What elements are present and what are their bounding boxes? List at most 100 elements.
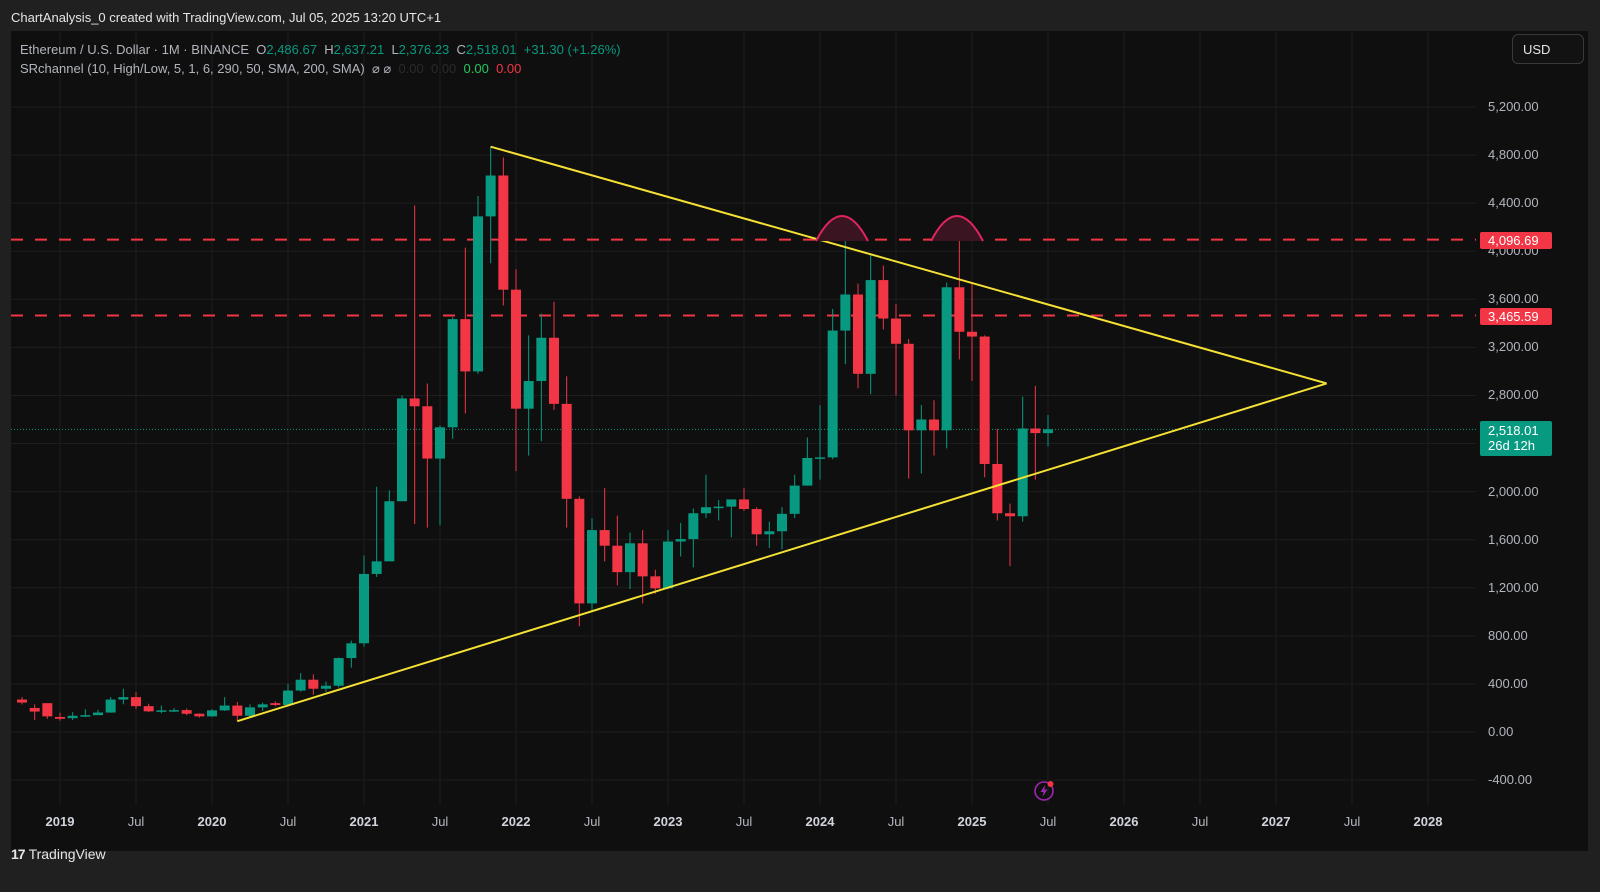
lightning-alert-icon[interactable]	[1033, 780, 1055, 802]
bar-countdown: 26d 12h	[1488, 438, 1535, 453]
candle	[346, 643, 357, 659]
price-tick: 3,600.00	[1488, 291, 1539, 307]
candle	[967, 331, 977, 337]
candle	[916, 419, 927, 431]
candle	[941, 287, 952, 431]
price-tick: 800.00	[1488, 627, 1528, 643]
candle	[954, 287, 965, 332]
candle	[549, 337, 559, 404]
high-label: H	[324, 42, 334, 57]
candle	[853, 294, 863, 374]
candle	[397, 398, 407, 502]
low-value: 2,376.23	[398, 42, 450, 57]
candle	[561, 403, 572, 499]
candle	[929, 419, 939, 431]
symbol-title[interactable]: Ethereum / U.S. Dollar · 1M · BINANCE	[20, 42, 249, 57]
candle	[29, 707, 40, 712]
candle	[447, 319, 458, 428]
candle	[625, 543, 635, 573]
time-tick: 2020	[197, 814, 227, 829]
candle	[802, 457, 813, 486]
candle	[143, 706, 154, 712]
low-label: L	[391, 42, 399, 57]
time-tick: 2022	[501, 814, 531, 829]
plot-area[interactable]	[11, 31, 1476, 805]
candle	[1017, 428, 1028, 517]
candle	[751, 509, 762, 535]
chart-legend: Ethereum / U.S. Dollar · 1M · BINANCE O2…	[20, 40, 621, 78]
candle	[789, 485, 800, 514]
candle	[295, 679, 306, 691]
candle	[283, 690, 293, 705]
ohlc-row: Ethereum / U.S. Dollar · 1M · BINANCE O2…	[20, 40, 621, 59]
candle	[308, 679, 319, 689]
time-tick: 2027	[1261, 814, 1291, 829]
candle	[118, 697, 129, 700]
time-tick: Jul	[127, 814, 145, 829]
candle	[194, 713, 205, 717]
indicator-value-4: 0.00	[496, 61, 522, 76]
candle	[485, 175, 496, 217]
candle	[865, 280, 876, 374]
candle	[979, 336, 990, 464]
candle	[523, 381, 534, 409]
candle	[599, 530, 610, 546]
last-price-badge: 2,518.01 26d 12h	[1480, 421, 1552, 456]
time-tick: 2023	[653, 814, 683, 829]
price-tick: 3,200.00	[1488, 339, 1539, 355]
price-tick: 400.00	[1488, 675, 1528, 691]
time-tick: 2024	[805, 814, 835, 829]
indicator-value-1: 0.00	[398, 61, 424, 76]
trendline	[237, 382, 1327, 723]
time-tick: Jul	[431, 814, 449, 829]
candle	[878, 280, 889, 319]
candle	[156, 710, 167, 712]
candle	[55, 716, 65, 719]
candle	[207, 710, 217, 717]
tradingview-logo-icon: 17	[11, 846, 26, 862]
price-tick: 1,200.00	[1488, 579, 1539, 595]
currency-button[interactable]: USD	[1512, 34, 1584, 64]
candle	[435, 427, 445, 459]
candle	[992, 463, 1003, 514]
change-value: +31.30 (+1.26%)	[523, 42, 621, 57]
candle	[371, 561, 382, 574]
candle	[739, 499, 749, 510]
price-tick: 4,400.00	[1488, 195, 1539, 211]
high-value: 2,637.21	[333, 42, 385, 57]
candle	[181, 710, 192, 714]
top-bar: ChartAnalysis_0 created with TradingView…	[0, 0, 1600, 32]
candle	[827, 330, 838, 458]
candle	[232, 705, 243, 716]
candle	[713, 506, 724, 509]
indicator-row: SRchannel (10, High/Low, 5, 1, 6, 290, 5…	[20, 59, 621, 78]
candle	[587, 530, 597, 604]
indicator-title[interactable]: SRchannel (10, High/Low, 5, 1, 6, 290, 5…	[20, 61, 365, 76]
candle	[511, 289, 521, 409]
candle	[131, 697, 141, 707]
time-tick: Jul	[1191, 814, 1209, 829]
time-tick: Jul	[279, 814, 297, 829]
candle	[409, 398, 420, 407]
chart-caption: ChartAnalysis_0 created with TradingView…	[11, 10, 442, 25]
resistance-high-badge: 4,096.69	[1480, 232, 1552, 249]
candle	[726, 499, 737, 507]
indicator-null-icons: ⌀ ⌀	[371, 61, 392, 76]
candle	[891, 318, 901, 344]
tradingview-brand[interactable]: TradingView	[28, 846, 106, 862]
candle	[1005, 513, 1015, 517]
candle	[650, 576, 661, 589]
candle	[675, 539, 686, 542]
candle	[777, 513, 787, 532]
time-tick: Jul	[583, 814, 601, 829]
time-tick: Jul	[735, 814, 753, 829]
time-tick: Jul	[887, 814, 905, 829]
candle	[105, 699, 116, 713]
price-tick: 4,800.00	[1488, 147, 1539, 163]
candle	[701, 507, 711, 514]
candle	[574, 498, 585, 604]
candle	[764, 531, 775, 535]
candle	[498, 175, 509, 290]
time-tick: Jul	[1343, 814, 1361, 829]
